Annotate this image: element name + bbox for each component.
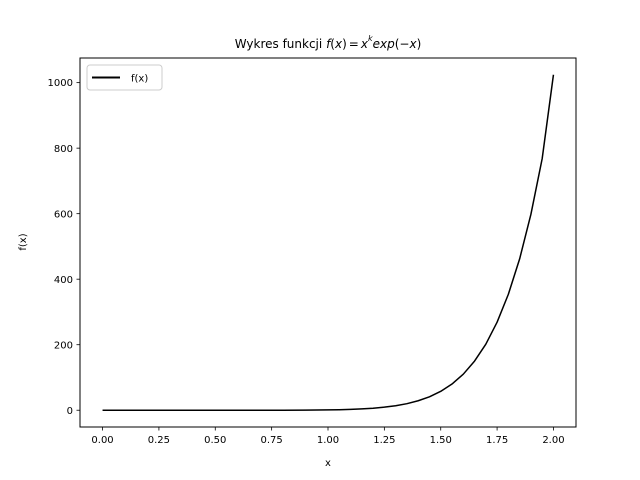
x-tick-label: 0.50: [204, 435, 226, 446]
ticks-layer: 0.00 0.25 0.50 0.75 1.00 1.25 1.50 1.75 2.00 0 200…: [48, 78, 565, 446]
plot-frame: [79, 57, 577, 428]
x-tick-label: 1.00: [317, 435, 339, 446]
y-tick-label: 1000: [48, 78, 73, 89]
x-tick-label: 1.25: [373, 435, 395, 446]
x-axis-label: x: [325, 458, 331, 469]
y-tick-label: 400: [54, 275, 73, 286]
x-tick-label: 2.00: [542, 435, 564, 446]
y-axis-label: f(x): [18, 233, 29, 250]
x-tick-label: 0.25: [148, 435, 170, 446]
series-line: [102, 74, 555, 411]
y-tick-label: 600: [54, 209, 73, 220]
x-tick-label: 1.50: [430, 435, 452, 446]
line-layer: [102, 74, 555, 411]
legend: f(x): [86, 64, 163, 91]
y-tick-label: 800: [54, 144, 73, 155]
x-tick-label: 0.00: [91, 435, 113, 446]
x-tick-label: 0.75: [261, 435, 283, 446]
legend-box: [86, 64, 163, 91]
chart-title: Wykres funkcji f(x) = xkexp(−x): [235, 34, 422, 51]
legend-label: f(x): [131, 74, 148, 85]
x-tick-label: 1.75: [486, 435, 508, 446]
y-tick-label: 0: [67, 406, 73, 417]
y-tick-label: 200: [54, 340, 73, 351]
